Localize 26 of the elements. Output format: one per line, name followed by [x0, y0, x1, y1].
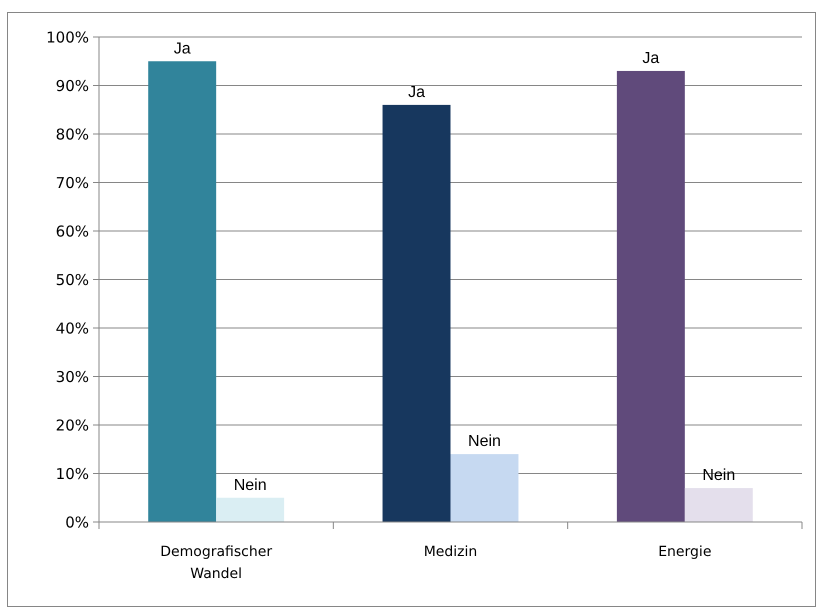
- text: Ja: [642, 50, 660, 67]
- y-tick-label: 30%: [56, 368, 89, 386]
- y-tick-label: 60%: [56, 222, 89, 240]
- bar: [616, 70, 685, 522]
- x-tick-label: Demografischer Wandel: [160, 544, 272, 582]
- series-label: Ja: [174, 40, 191, 58]
- text: Nein: [702, 467, 736, 484]
- y-tick-label: 20%: [56, 416, 89, 434]
- text: Ja: [408, 84, 425, 101]
- bar: [148, 61, 216, 522]
- y-tick-label: 70%: [56, 174, 89, 192]
- series-label: Nein: [234, 476, 267, 494]
- y-tick-label: 0%: [65, 513, 89, 532]
- bar: [382, 104, 450, 522]
- x-tick-label: Medizin: [424, 544, 478, 560]
- y-tick-label: 90%: [56, 76, 89, 95]
- text: Nein: [468, 433, 501, 450]
- y-tick-label: 100%: [46, 28, 89, 46]
- y-tick-label: 40%: [56, 319, 89, 338]
- y-tick-label: 10%: [56, 464, 89, 483]
- bar: [684, 488, 753, 522]
- y-tick-label: 50%: [56, 270, 89, 289]
- bar: [450, 454, 518, 522]
- bar: [216, 498, 284, 522]
- y-tick-label: 80%: [56, 125, 89, 144]
- x-tick-label: Energie: [658, 544, 712, 560]
